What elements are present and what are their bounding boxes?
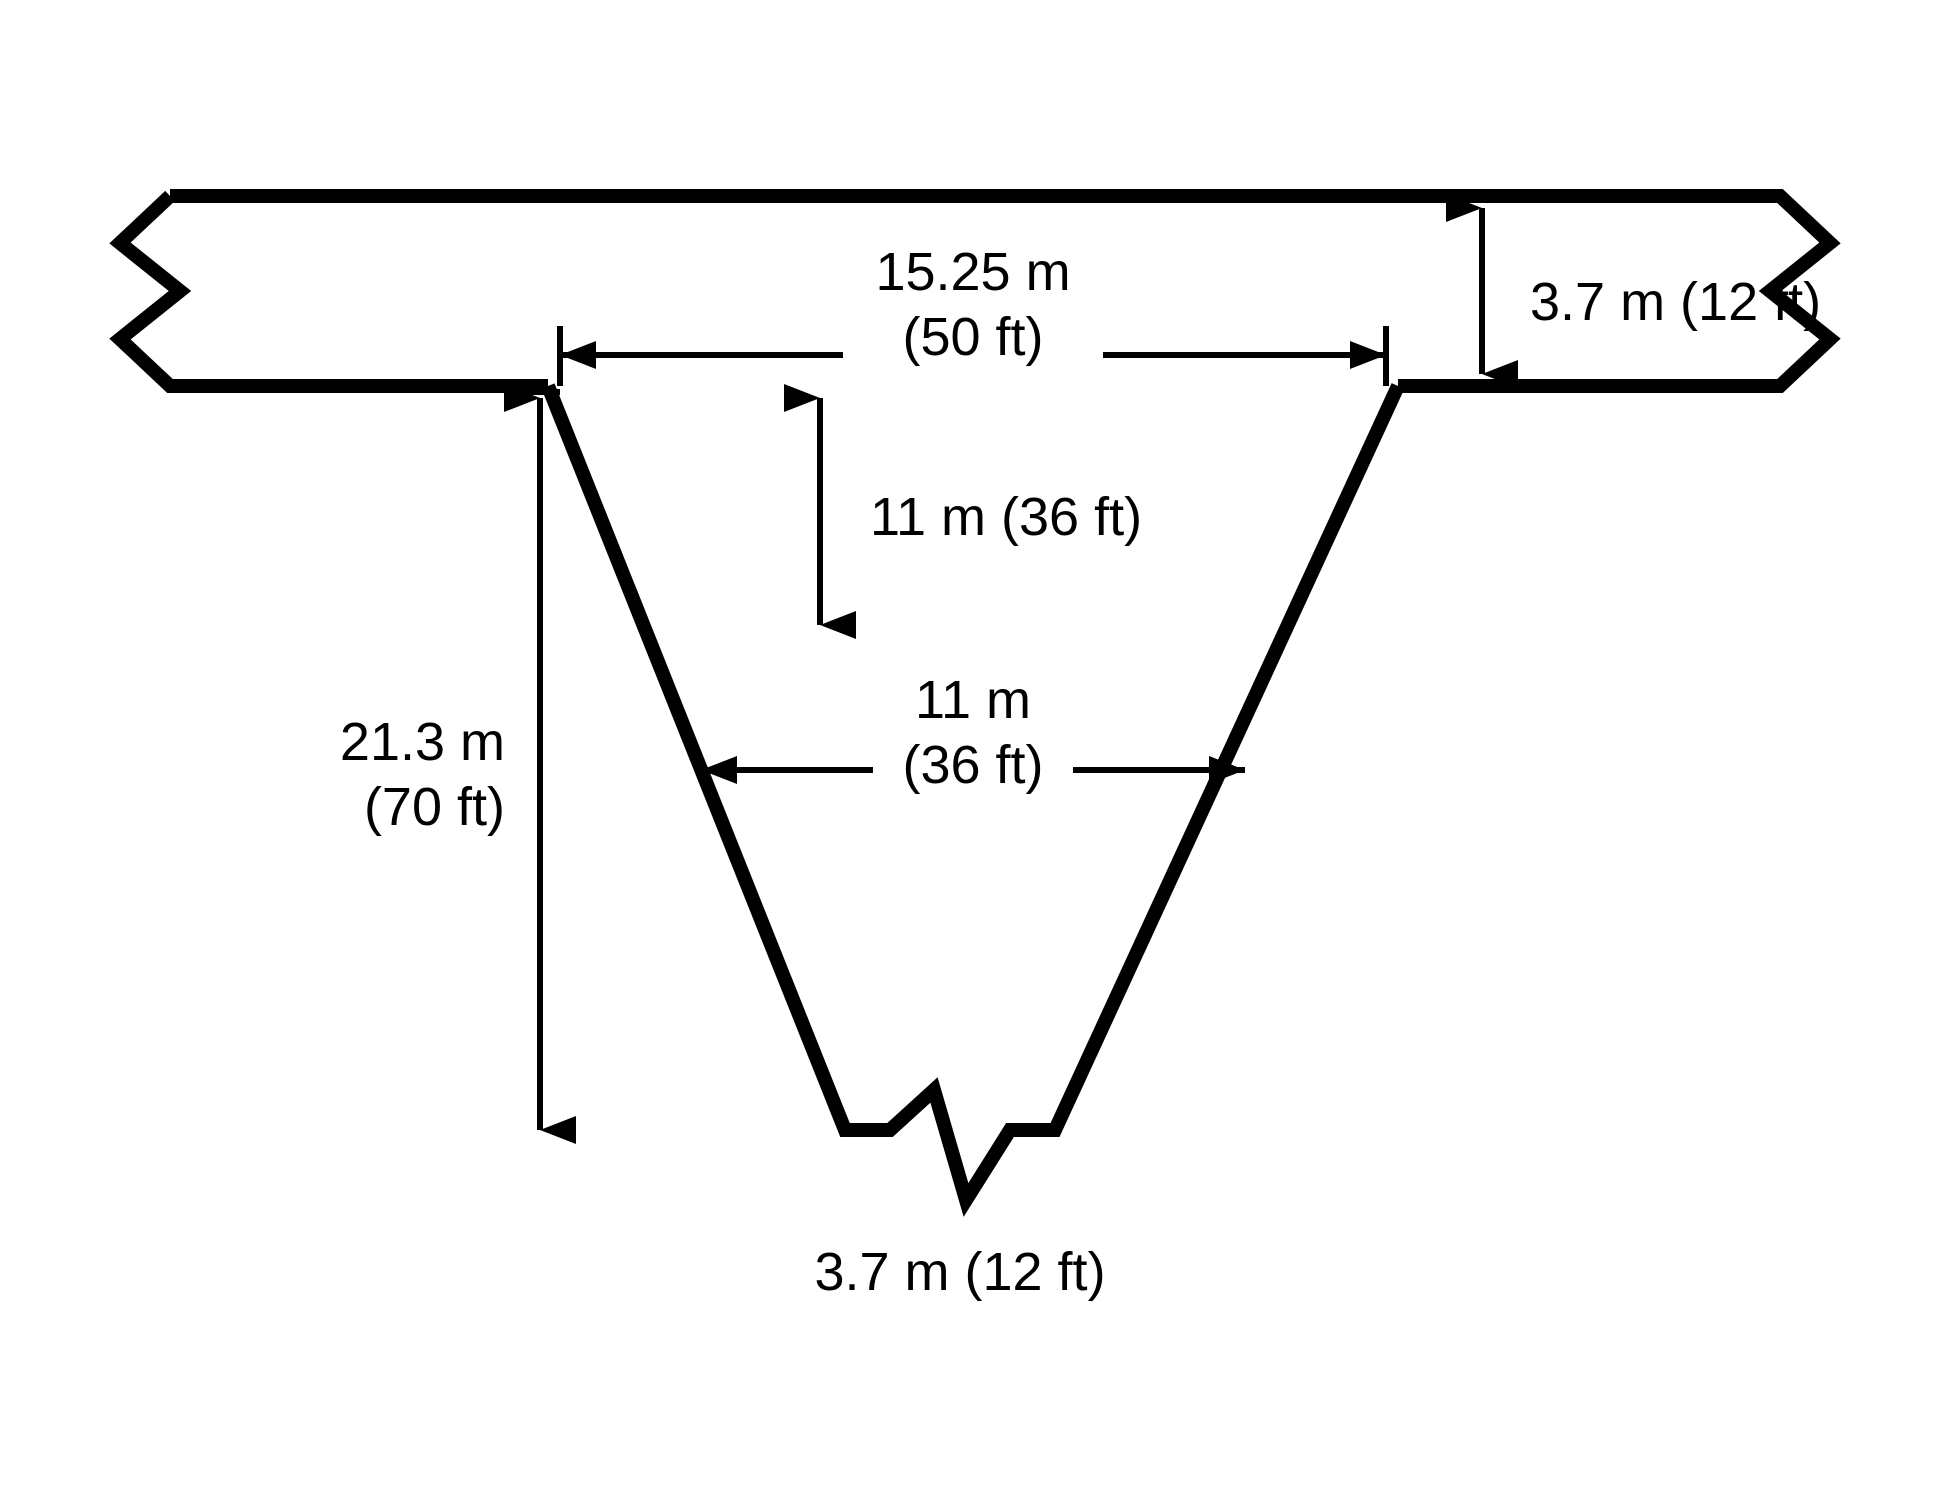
label-top-width-1: 15.25 m: [875, 242, 1070, 302]
label-top-width-2: (50 ft): [902, 307, 1043, 367]
label-full-depth-1: 21.3 m: [340, 712, 505, 772]
label-mid-width-2: (36 ft): [902, 735, 1043, 795]
label-bottom-width: 3.7 m (12 ft): [814, 1242, 1105, 1302]
engineering-cross-section: 3.7 m (12 ft) 15.25 m (50 ft) 11 m (36 f…: [0, 0, 1950, 1511]
label-full-depth-2: (70 ft): [364, 777, 505, 837]
label-mid-width-1: 11 m: [915, 670, 1031, 730]
label-mid-depth: 11 m (36 ft): [870, 487, 1142, 547]
label-beam-height: 3.7 m (12 ft): [1530, 272, 1821, 332]
